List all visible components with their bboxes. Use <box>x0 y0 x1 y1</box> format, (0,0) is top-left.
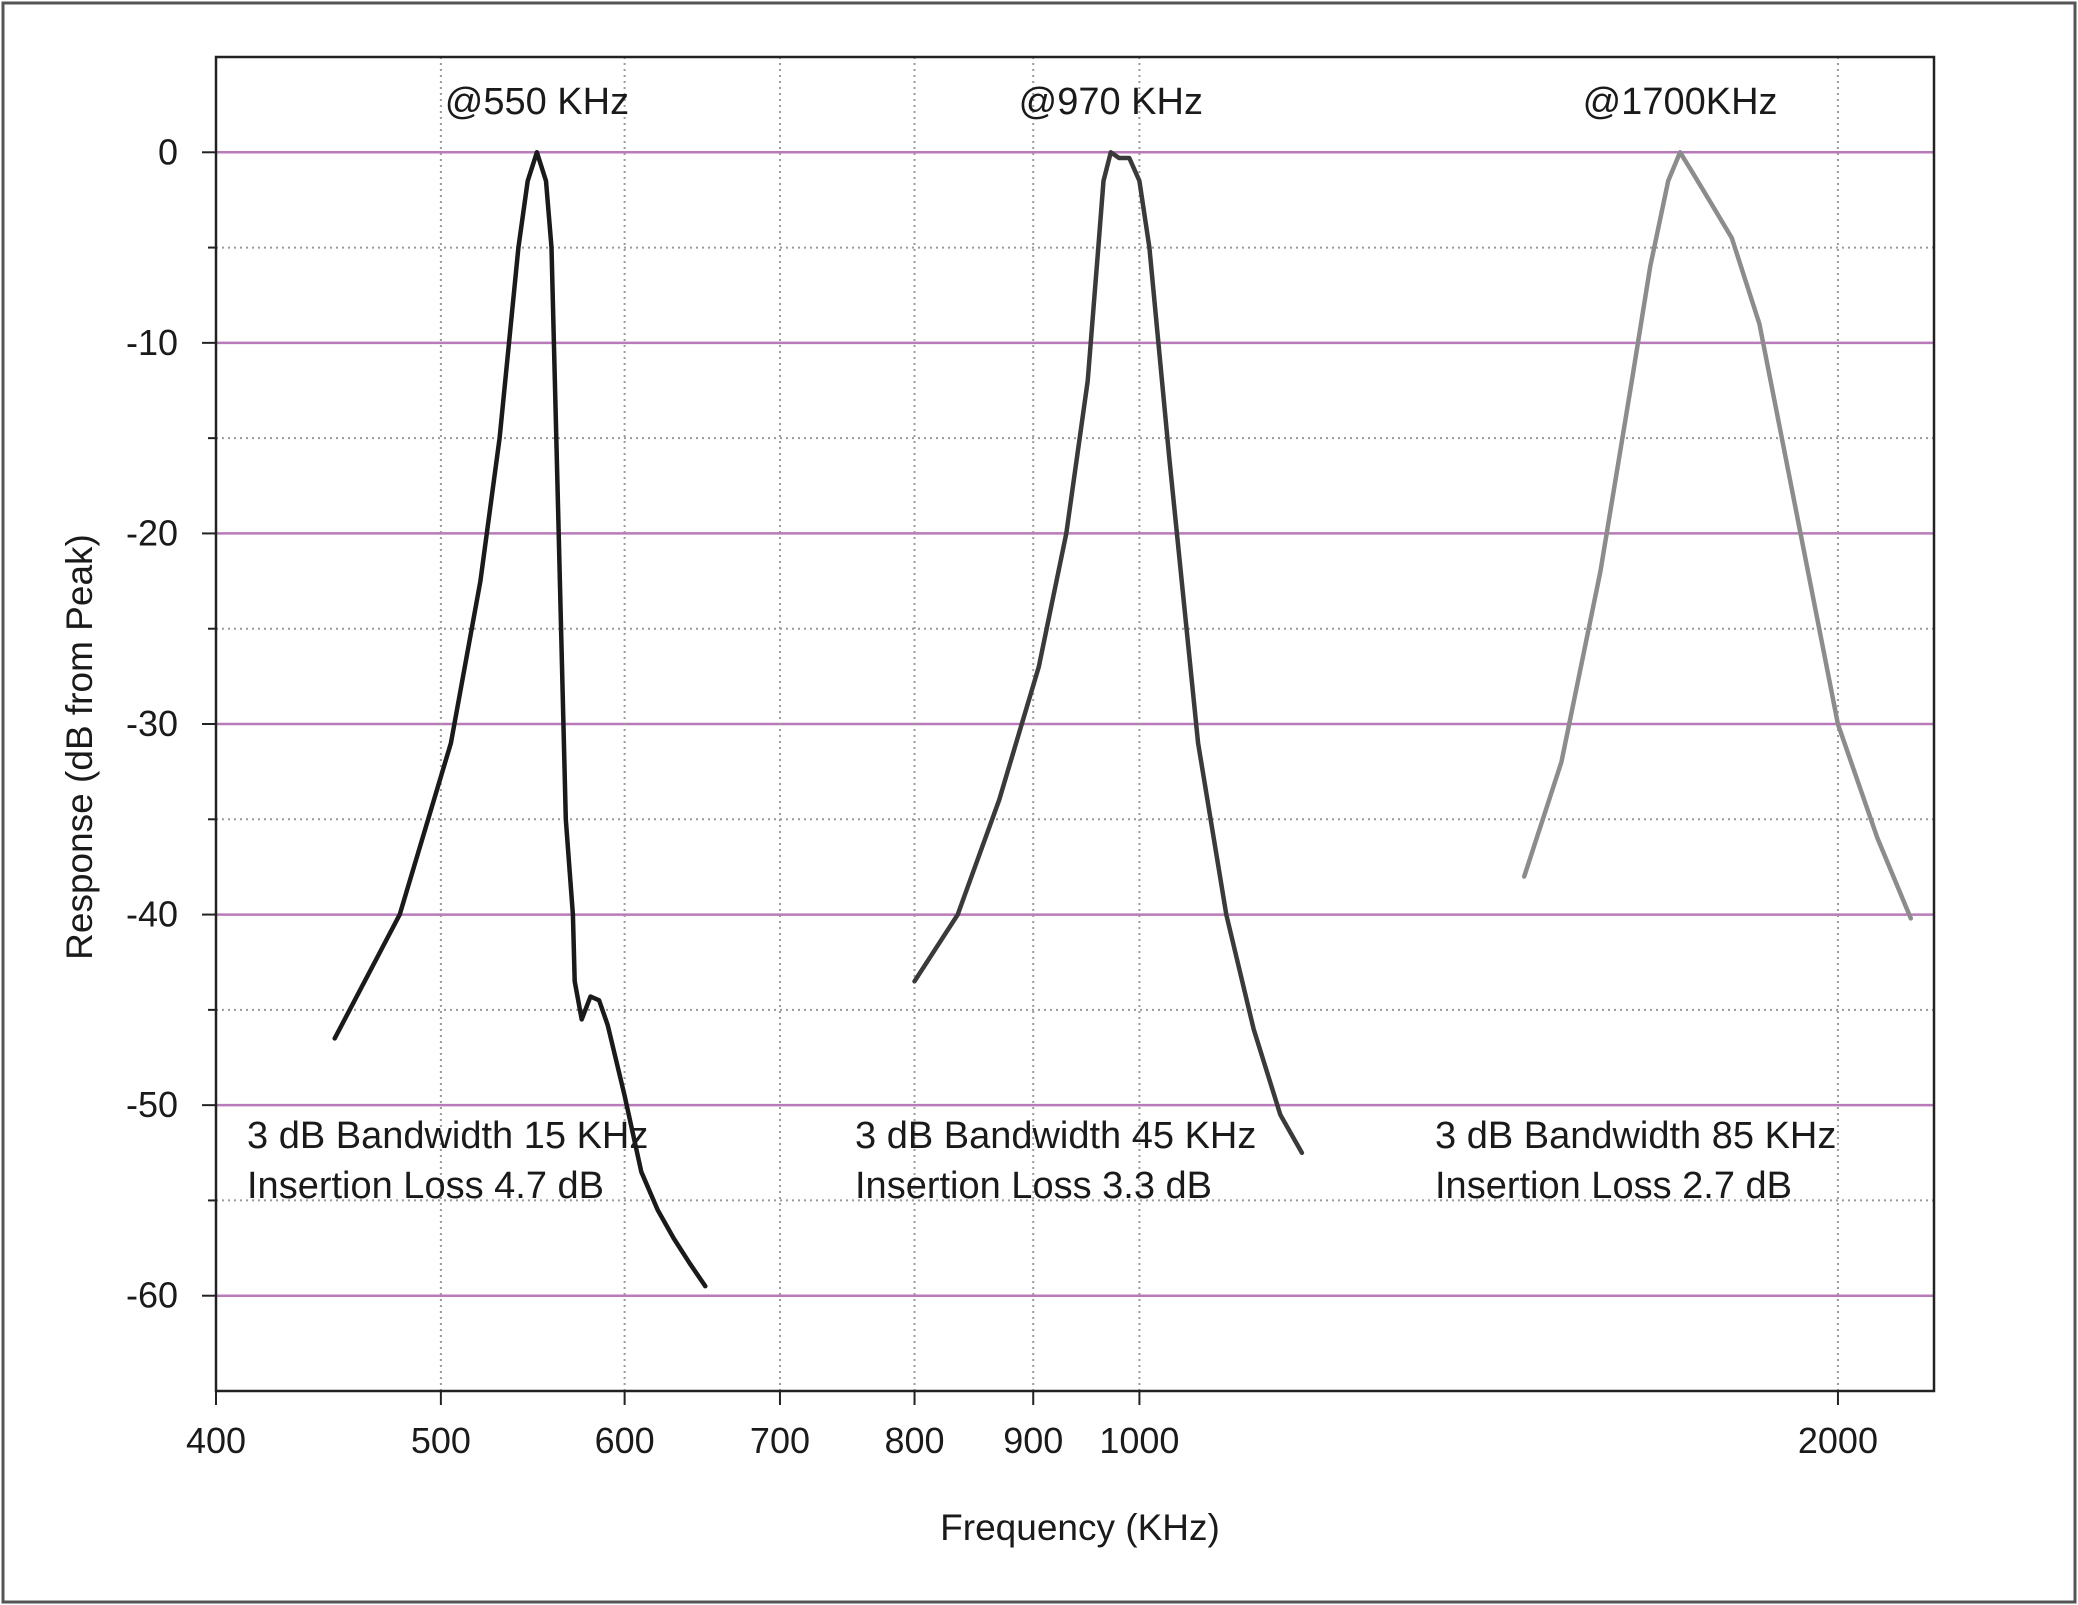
x-tick-label: 400 <box>186 1420 246 1461</box>
y-tick-label: -60 <box>126 1275 178 1316</box>
insertion-loss-annotation-1: Insertion Loss 4.7 dB <box>247 1165 604 1207</box>
x-tick-label: 600 <box>595 1420 655 1461</box>
y-tick-label: -20 <box>126 512 178 553</box>
insertion-loss-annotation-2: Insertion Loss 3.3 dB <box>855 1165 1212 1207</box>
y-tick-label: 0 <box>158 131 178 172</box>
chart-labels: Frequency (KHz) Response (dB from Peak) <box>59 534 1220 1548</box>
y-tick-label: -40 <box>126 894 178 935</box>
peak-label-1: @550 KHz <box>445 81 629 123</box>
y-tick-label: -10 <box>126 322 178 363</box>
x-axis-title: Frequency (KHz) <box>940 1507 1220 1548</box>
bandwidth-annotation-2: 3 dB Bandwidth 45 KHz <box>855 1115 1256 1157</box>
x-tick-label: 700 <box>750 1420 810 1461</box>
x-tick-label: 800 <box>884 1420 944 1461</box>
x-tick-label: 2000 <box>1798 1420 1878 1461</box>
y-axis-title: Response (dB from Peak) <box>59 534 100 960</box>
y-tick-label: -30 <box>126 703 178 744</box>
annotations: @550 KHz 3 dB Bandwidth 15 KHz Insertion L… <box>247 81 1836 1207</box>
series-line-1 <box>332 150 708 1289</box>
x-tick-label: 900 <box>1003 1420 1063 1461</box>
peak-label-2: @970 KHz <box>1019 81 1203 123</box>
y-tick-label: -50 <box>126 1084 178 1125</box>
x-tick-label: 500 <box>411 1420 471 1461</box>
insertion-loss-annotation-3: Insertion Loss 2.7 dB <box>1435 1165 1792 1207</box>
bandwidth-annotation-1: 3 dB Bandwidth 15 KHz <box>247 1115 648 1157</box>
series-line-2 <box>912 150 1305 1156</box>
series-line-3 <box>1521 150 1914 921</box>
peak-label-3: @1700KHz <box>1583 81 1778 123</box>
grid <box>215 57 1934 1391</box>
series-lines <box>332 150 1914 1289</box>
x-tick-label: 1000 <box>1099 1420 1179 1461</box>
bandwidth-annotation-3: 3 dB Bandwidth 85 KHz <box>1435 1115 1836 1157</box>
axis-ticks: 0 -10 -20 -30 -40 -50 -60 400 500 600 700 800 900 100… <box>126 131 1878 1461</box>
plot-frame <box>214 55 1936 1393</box>
